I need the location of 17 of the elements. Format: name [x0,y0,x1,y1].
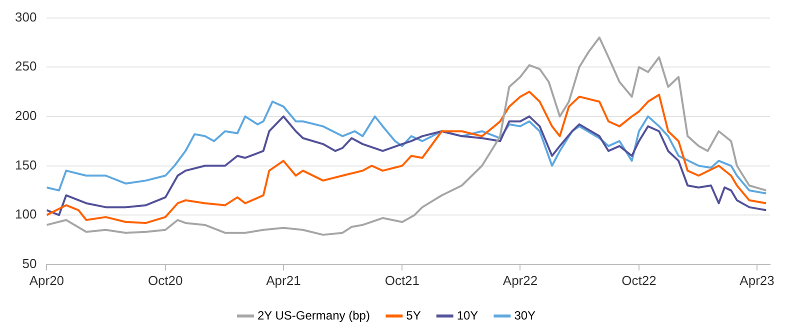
y-tick-label: 100 [14,206,37,222]
x-tick-label: Oct20 [148,272,183,288]
legend-label: 5Y [406,308,421,322]
y-tick-label: 150 [14,157,37,172]
legend-label: 10Y [456,308,478,322]
x-tick-label: Oct22 [622,272,656,288]
legend-label: 30Y [514,308,536,322]
legend-label: 2Y US-Germany (bp) [257,308,370,322]
y-tick-label: 300 [14,9,37,24]
y-tick-label: 250 [14,58,37,74]
x-tick-label: Oct21 [384,272,420,288]
x-tick-label: Apr20 [29,272,64,288]
x-tick-label: Apr22 [502,272,538,288]
y-tick-label: 200 [14,108,37,124]
y-tick-label: 50 [22,256,37,271]
x-tick-label: Apr21 [266,272,301,288]
x-tick-label: Apr23 [740,272,774,288]
